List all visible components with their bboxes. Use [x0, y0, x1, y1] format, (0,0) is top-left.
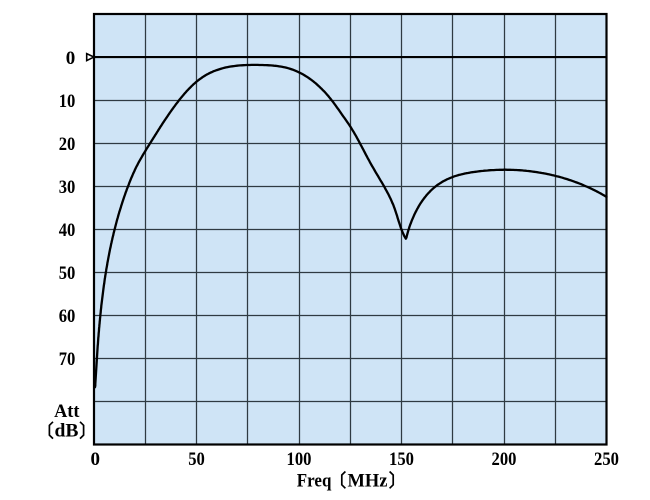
- svg-text:150: 150: [389, 449, 414, 470]
- svg-text:200: 200: [492, 449, 517, 470]
- svg-text:50: 50: [188, 449, 205, 470]
- svg-text:40: 40: [59, 220, 76, 241]
- svg-text:100: 100: [287, 449, 312, 470]
- svg-text:70: 70: [59, 349, 76, 370]
- svg-text:0: 0: [91, 449, 101, 470]
- svg-text:60: 60: [59, 306, 76, 327]
- svg-text:dB: dB: [55, 421, 79, 442]
- svg-text:250: 250: [594, 449, 619, 470]
- svg-text:MHz: MHz: [348, 470, 389, 491]
- svg-text:0: 0: [66, 48, 76, 69]
- svg-text:Att: Att: [54, 401, 80, 422]
- svg-text:Freq: Freq: [297, 470, 332, 491]
- svg-text:10: 10: [59, 91, 76, 112]
- svg-text:30: 30: [59, 177, 76, 198]
- svg-text:20: 20: [59, 134, 76, 155]
- svg-text:50: 50: [59, 263, 76, 284]
